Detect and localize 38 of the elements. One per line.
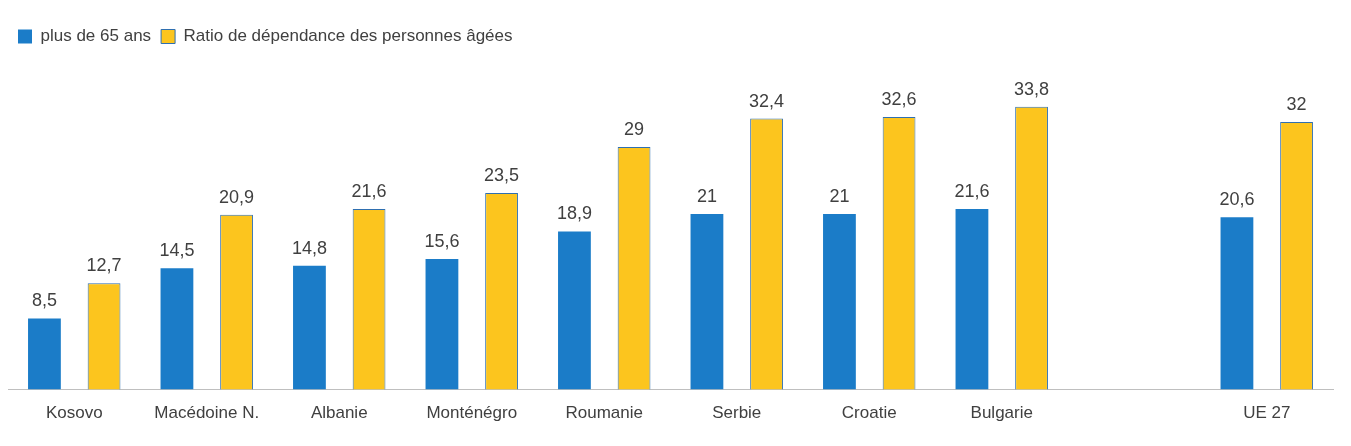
- data-label: 32,6: [881, 88, 917, 109]
- data-label: 21: [829, 185, 850, 206]
- x-tick-label: Kosovo: [45, 403, 103, 423]
- bar: [558, 231, 591, 390]
- data-label: 23,5: [484, 164, 520, 185]
- data-label: 12,7: [86, 255, 122, 276]
- bar: [1220, 217, 1254, 390]
- data-label: 15,6: [424, 231, 460, 252]
- data-label: 14,5: [159, 240, 195, 261]
- legend-label: plus de 65 ans: [40, 26, 152, 46]
- bar: [690, 213, 724, 390]
- data-label: 8,5: [31, 290, 57, 311]
- x-tick-label: Bulgarie: [970, 403, 1033, 423]
- data-label: 32,4: [749, 90, 785, 111]
- data-label: 20,6: [1219, 189, 1255, 210]
- data-label: 29: [624, 118, 645, 139]
- bar: [293, 265, 326, 390]
- x-tick-label: Albanie: [310, 403, 368, 423]
- data-label: 32: [1286, 93, 1307, 114]
- x-tick-label: Croatie: [841, 403, 897, 423]
- bar: [28, 318, 61, 390]
- bar: [955, 208, 989, 390]
- x-tick-label: Serbie: [712, 403, 762, 423]
- x-tick-label: Macédoine N.: [154, 403, 260, 423]
- data-label: 20,9: [219, 186, 255, 207]
- data-label: 21,6: [351, 180, 387, 201]
- data-label: 33,8: [1014, 78, 1050, 99]
- data-label: 18,9: [556, 203, 592, 224]
- data-label: 21,6: [954, 180, 990, 201]
- legend-label: Ratio de dépendance des personnes âgées: [183, 26, 513, 46]
- bar: [425, 259, 459, 390]
- x-tick-label: UE 27: [1243, 403, 1291, 423]
- x-tick-label: Roumanie: [565, 403, 643, 423]
- data-label: 14,8: [291, 237, 327, 258]
- bar: [160, 268, 194, 390]
- bar: [823, 213, 856, 390]
- data-label: 21: [696, 185, 717, 206]
- x-tick-label: Monténégro: [426, 403, 518, 423]
